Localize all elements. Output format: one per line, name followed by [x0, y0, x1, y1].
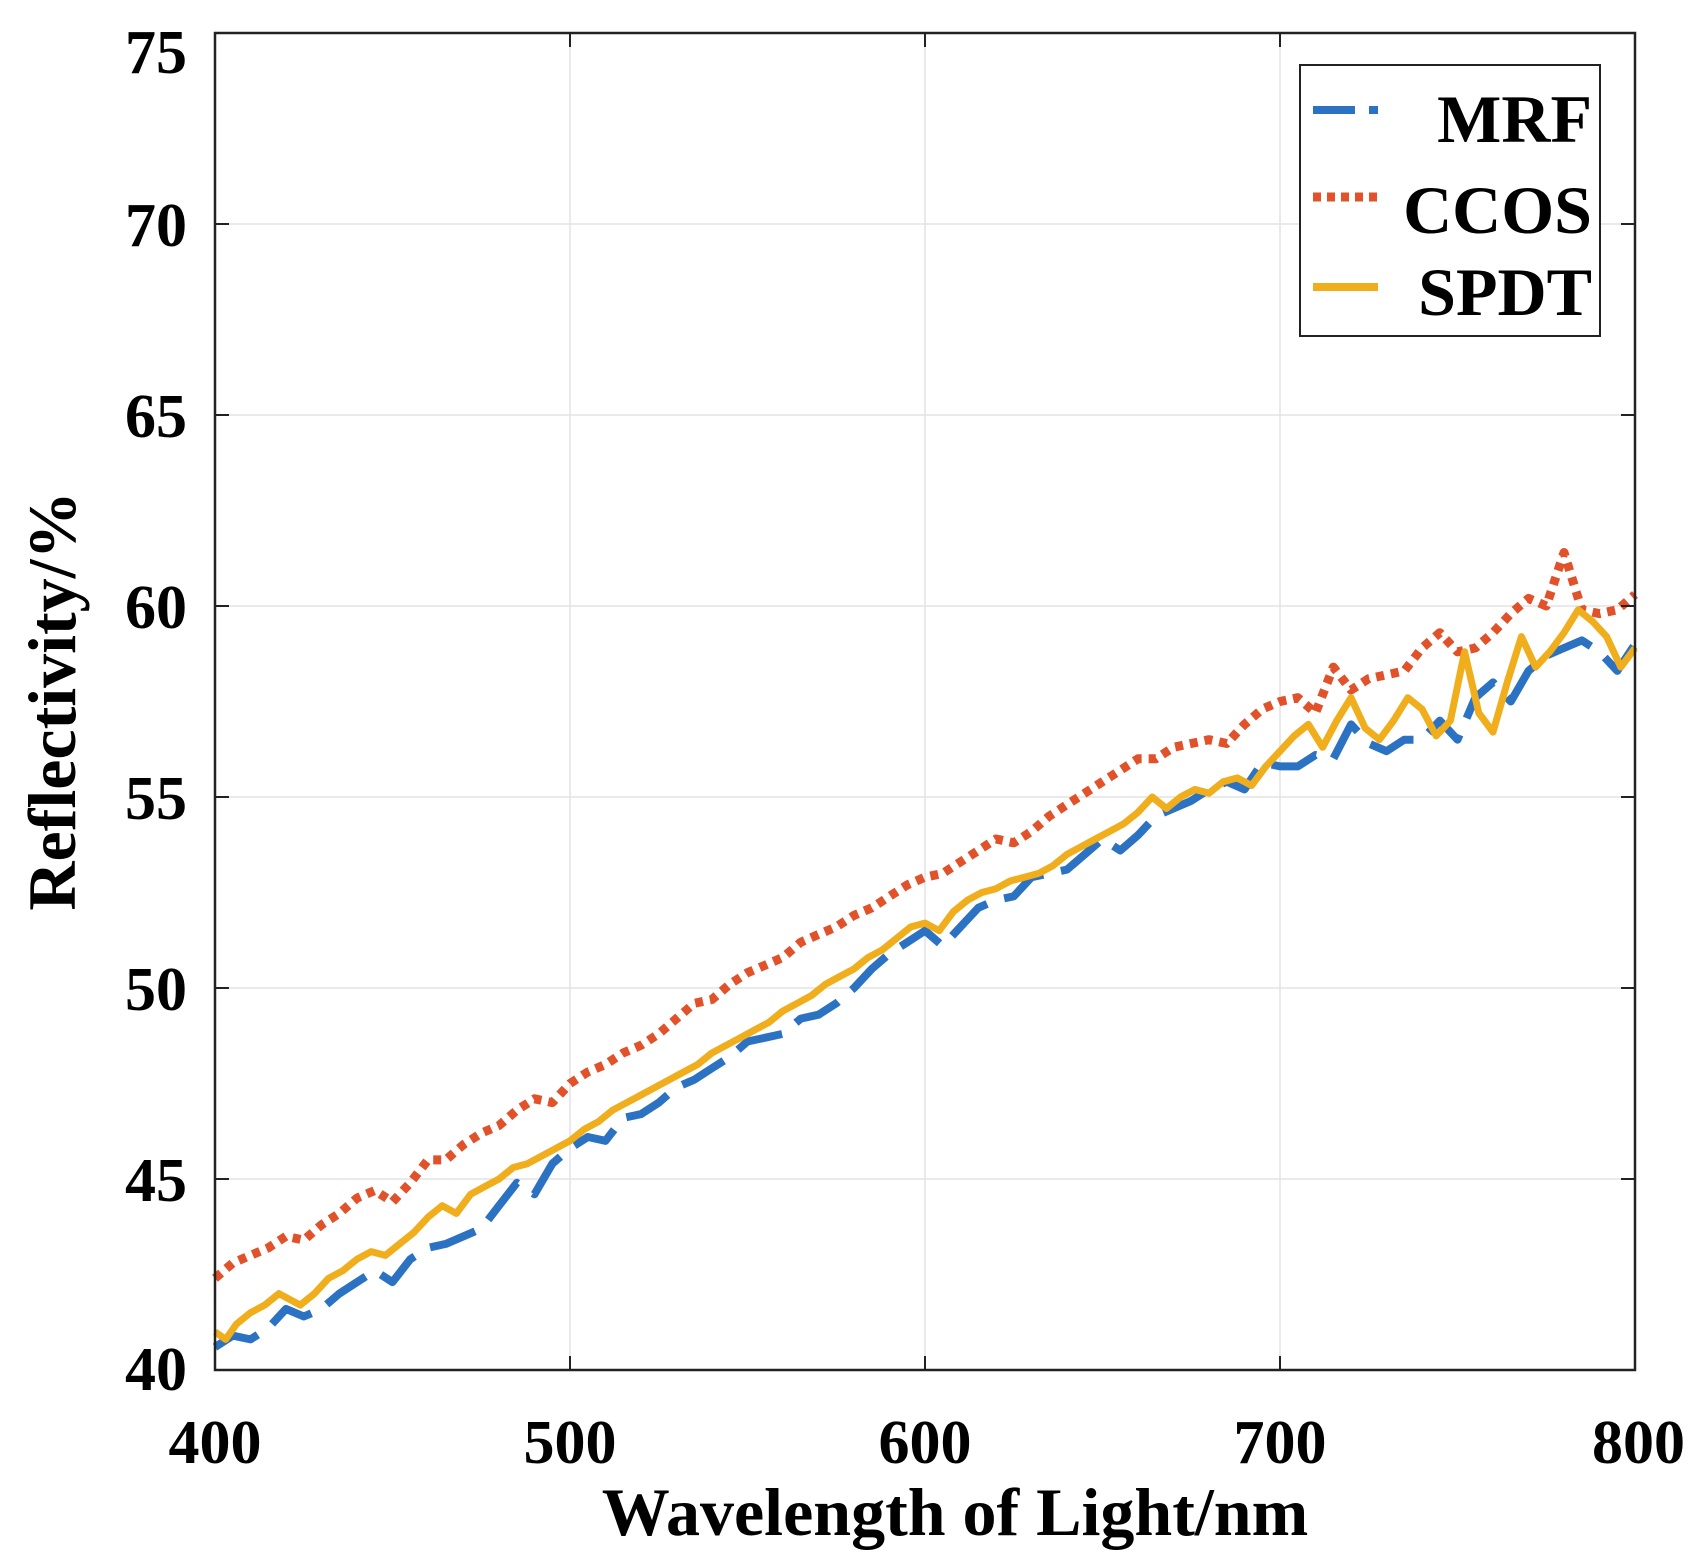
x-tick-label-400: 400 [169, 1409, 262, 1477]
legend: MRF CCOS SPDT [1299, 64, 1601, 337]
legend-ccos-label: CCOS [1403, 172, 1592, 248]
x-tick-labels: 400 500 600 700 800 [169, 1409, 1686, 1477]
series-spdt-line [212, 606, 1638, 1343]
x-tick-label-800: 800 [1592, 1409, 1685, 1477]
y-tick-label-50: 50 [125, 956, 187, 1024]
y-axis-title: Reflectivity/% [14, 491, 90, 910]
y-tick-label-75: 75 [125, 19, 187, 87]
y-tick-label-70: 70 [125, 192, 187, 260]
x-tick-label-700: 700 [1234, 1409, 1327, 1477]
x-axis-title: Wavelength of Light/nm [602, 1474, 1309, 1550]
axis-ticks [214, 32, 1636, 1371]
y-tick-label-40: 40 [125, 1336, 187, 1404]
series-ccos-line [212, 548, 1638, 1282]
y-tick-label-65: 65 [125, 383, 187, 451]
legend-spdt-label: SPDT [1418, 254, 1592, 330]
y-tick-label-60: 60 [125, 574, 187, 642]
legend-mrf-label: MRF [1437, 81, 1592, 157]
y-tick-label-45: 45 [125, 1147, 187, 1215]
y-tick-label-55: 55 [125, 765, 187, 833]
y-tick-labels: 40 45 50 55 60 65 70 75 [125, 19, 187, 1404]
series-layer [212, 548, 1639, 1351]
series-mrf-line [212, 636, 1639, 1351]
x-tick-label-600: 600 [879, 1409, 972, 1477]
x-tick-label-500: 500 [524, 1409, 617, 1477]
